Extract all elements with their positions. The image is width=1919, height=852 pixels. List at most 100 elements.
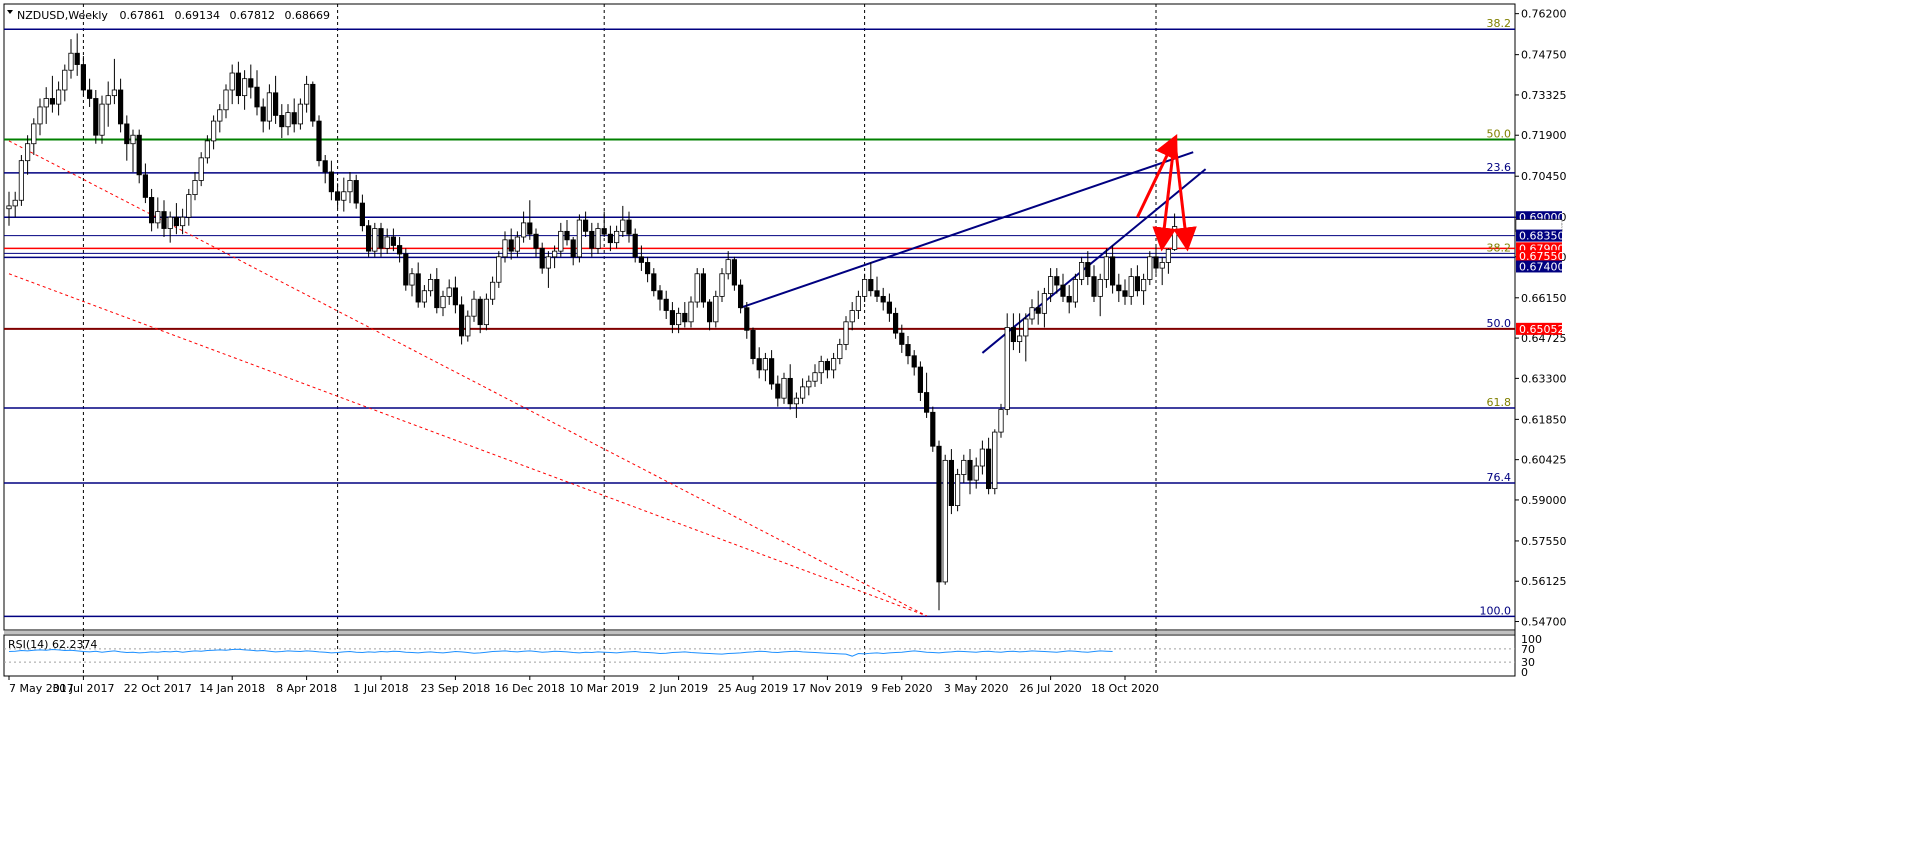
candle-body-bull bbox=[18, 160, 25, 201]
candle-body-bear bbox=[74, 52, 80, 65]
candle-body-bull bbox=[229, 72, 235, 91]
candle-body-bear bbox=[632, 233, 638, 258]
candle-body-bear bbox=[607, 233, 614, 244]
candle-body-bear bbox=[744, 307, 750, 331]
candle-body-bear bbox=[669, 310, 676, 326]
candle-body-bull bbox=[31, 123, 37, 145]
candle-body-bear bbox=[539, 247, 545, 269]
trendline[interactable] bbox=[8, 273, 927, 617]
candle-body-bull bbox=[210, 120, 217, 142]
candle-body-bear bbox=[93, 98, 99, 136]
candle bbox=[595, 222, 601, 254]
price-tick-label: 0.70450 bbox=[1521, 170, 1567, 183]
candle bbox=[421, 285, 428, 308]
candle-body-bear bbox=[248, 78, 254, 88]
candle bbox=[1029, 299, 1035, 325]
candle-body-bull bbox=[514, 236, 521, 252]
candle-body-bull bbox=[849, 310, 855, 323]
time-tick-label: 1 Jul 2018 bbox=[353, 682, 408, 695]
candle-body-bull bbox=[800, 386, 806, 399]
candle-body-bull bbox=[992, 431, 998, 490]
price-tag-bg bbox=[1516, 260, 1562, 273]
panel-splitter[interactable] bbox=[4, 631, 1515, 634]
candle-body-bear bbox=[1085, 262, 1091, 277]
price-tag: 0.65052 bbox=[1516, 322, 1565, 336]
low-value: 0.67812 bbox=[229, 9, 275, 22]
candle-body-bull bbox=[285, 112, 291, 128]
candle bbox=[626, 211, 632, 243]
candle bbox=[161, 200, 167, 238]
candle-body-bull bbox=[1079, 262, 1085, 280]
candle bbox=[24, 135, 31, 175]
candle-body-bull bbox=[421, 290, 428, 303]
trendline[interactable] bbox=[981, 168, 1207, 354]
trendline[interactable] bbox=[8, 140, 927, 617]
candle-body-bull bbox=[62, 69, 68, 91]
candle-body-bull bbox=[241, 78, 248, 97]
candle-body-bull bbox=[471, 298, 477, 317]
candle bbox=[1141, 273, 1147, 305]
projection-arrow[interactable] bbox=[1152, 139, 1177, 252]
candle bbox=[1017, 313, 1023, 353]
candle bbox=[390, 228, 397, 252]
open-value: 0.67861 bbox=[119, 9, 165, 22]
candle bbox=[614, 225, 620, 249]
candle-body-bear bbox=[948, 459, 955, 507]
candle bbox=[707, 299, 713, 331]
candle bbox=[1153, 245, 1159, 274]
candle bbox=[663, 290, 669, 319]
time-tick-label: 2 Jun 2019 bbox=[649, 682, 708, 695]
candle-body-bull bbox=[384, 236, 390, 249]
dropdown-triangle-icon[interactable] bbox=[7, 10, 13, 14]
candle bbox=[812, 364, 818, 387]
candle bbox=[136, 129, 142, 184]
candle bbox=[167, 211, 173, 243]
candle-body-bull bbox=[725, 259, 731, 275]
projection-arrow[interactable] bbox=[1172, 139, 1197, 252]
candle-body-bull bbox=[1128, 276, 1134, 297]
candle-body-bear bbox=[917, 366, 924, 393]
candle-body-bear bbox=[1091, 276, 1097, 297]
candle-body-bear bbox=[161, 211, 167, 229]
candle-body-bear bbox=[626, 219, 632, 235]
candle-body-bear bbox=[118, 89, 124, 125]
candle-body-bear bbox=[750, 329, 756, 359]
candle bbox=[930, 406, 936, 452]
price-tag-bg bbox=[1516, 229, 1562, 242]
candle bbox=[899, 324, 905, 353]
candle bbox=[955, 468, 961, 512]
candle-body-bear bbox=[49, 98, 56, 105]
candle bbox=[793, 392, 800, 418]
candle-body-bear bbox=[1110, 256, 1116, 286]
candle bbox=[694, 268, 700, 308]
candle-body-bull bbox=[1023, 318, 1029, 337]
candle-body-bull bbox=[862, 279, 868, 297]
candle bbox=[279, 104, 285, 139]
candle-body-bear bbox=[316, 120, 322, 162]
trendline[interactable] bbox=[740, 151, 1194, 309]
candle bbox=[458, 296, 465, 345]
candle bbox=[533, 228, 539, 257]
fib-level-label: 38.2 bbox=[1487, 241, 1512, 254]
candle bbox=[769, 350, 775, 390]
candle-body-bull bbox=[99, 103, 105, 136]
candle-body-bull bbox=[831, 358, 837, 371]
candle-body-bull bbox=[198, 157, 204, 181]
candle-body-bull bbox=[595, 228, 601, 249]
time-tick-label: 7 May 2017 bbox=[9, 682, 74, 695]
price-tick-label: 0.56125 bbox=[1521, 575, 1567, 588]
candle-body-bull bbox=[496, 256, 502, 283]
candle bbox=[676, 307, 682, 334]
candle bbox=[651, 268, 657, 297]
candle-body-bear bbox=[930, 411, 936, 447]
candle-body-bear bbox=[663, 298, 669, 311]
candle bbox=[316, 115, 322, 167]
candle-body-bear bbox=[651, 273, 657, 292]
candle-body-bull bbox=[1147, 256, 1153, 280]
fib-level-label: 61.8 bbox=[1487, 396, 1512, 409]
projection-arrow[interactable] bbox=[1136, 134, 1178, 218]
rsi-level-label: 30 bbox=[1521, 656, 1535, 669]
fib-level-label: 100.0 bbox=[1480, 604, 1512, 617]
candle-body-bull bbox=[43, 98, 49, 108]
candle-body-bull bbox=[6, 205, 12, 210]
